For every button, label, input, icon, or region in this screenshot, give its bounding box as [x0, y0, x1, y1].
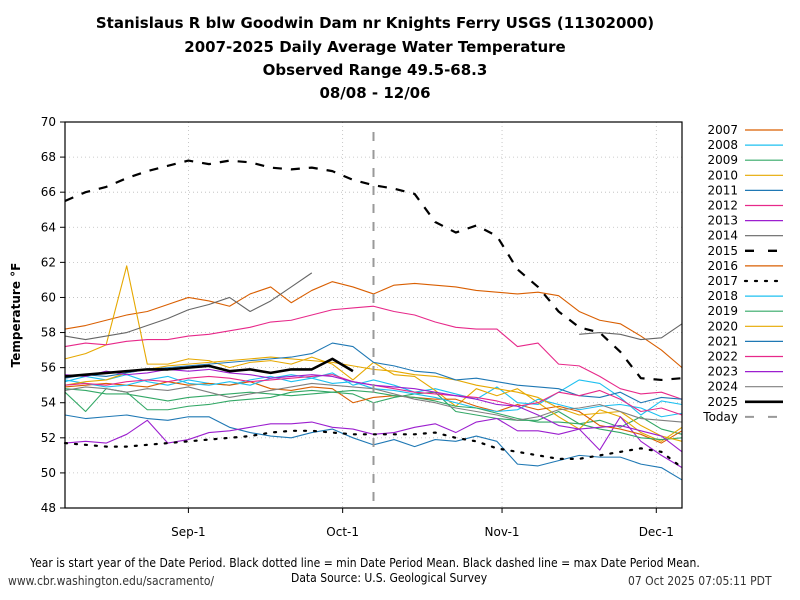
footer-note: Year is start year of the Date Period. B… — [30, 556, 700, 570]
legend-label-2012: 2012 — [707, 199, 738, 213]
legend-label-2019: 2019 — [707, 304, 738, 318]
legend-label-2018: 2018 — [707, 289, 738, 303]
observed-range: Observed Range 49.5-68.3 — [262, 61, 488, 79]
x-tick-label: Sep-1 — [171, 525, 206, 539]
legend-label-2007: 2007 — [707, 123, 738, 137]
chart-title: Stanislaus R blw Goodwin Dam nr Knights … — [95, 14, 655, 32]
legend-label-2011: 2011 — [707, 183, 738, 197]
timestamp: 07 Oct 2025 07:05:11 PDT — [628, 574, 772, 588]
legend-label-2024: 2024 — [707, 380, 738, 394]
date-range: 08/08 - 12/06 — [319, 84, 431, 102]
legend-label-2010: 2010 — [707, 168, 738, 182]
series-2025 — [64, 357, 354, 378]
y-tick-label: 48 — [41, 501, 56, 515]
legend-label-2017: 2017 — [707, 274, 738, 288]
legend-label-2015: 2015 — [707, 244, 738, 258]
y-tick-label: 50 — [41, 466, 56, 480]
chart-subtitle: 2007-2025 Daily Average Water Temperatur… — [184, 38, 566, 56]
x-tick-label: Dec-1 — [639, 525, 674, 539]
series-2012 — [64, 305, 683, 400]
legend-label-Today: Today — [702, 410, 738, 424]
plot-frame — [64, 121, 683, 509]
legend-label-2016: 2016 — [707, 259, 738, 273]
legend-label-2020: 2020 — [707, 319, 738, 333]
y-tick-label: 54 — [41, 396, 56, 410]
x-tick-label: Nov-1 — [485, 525, 520, 539]
series-2014 — [64, 272, 313, 341]
series-2015 — [64, 159, 683, 382]
y-tick-label: 66 — [41, 185, 56, 199]
legend-label-2013: 2013 — [707, 214, 738, 228]
series-2007 — [64, 281, 683, 369]
x-axis: Sep-1 Oct-1 Nov-1 Dec-1 — [171, 508, 674, 539]
legend-label-2014: 2014 — [707, 229, 738, 243]
series-2008 — [64, 372, 683, 416]
y-tick-label: 68 — [41, 150, 56, 164]
y-tick-label: 52 — [41, 431, 56, 445]
legend-label-2023: 2023 — [707, 365, 738, 379]
legend-label-2022: 2022 — [707, 350, 738, 364]
y-axis: 48 50 52 54 56 58 60 62 64 66 68 70 — [41, 115, 65, 515]
legend-label-2008: 2008 — [707, 138, 738, 152]
series-2014 — [579, 323, 683, 341]
x-tick-label: Oct-1 — [326, 525, 359, 539]
y-tick-label: 58 — [41, 326, 56, 340]
legend-label-2021: 2021 — [707, 334, 738, 348]
y-axis-label: Temperature °F — [9, 263, 23, 368]
site-url[interactable]: www.cbr.washington.edu/sacramento/ — [8, 574, 215, 588]
y-tick-label: 60 — [41, 290, 56, 304]
y-tick-label: 56 — [41, 361, 56, 375]
legend-label-2025: 2025 — [707, 395, 738, 409]
series-2017 — [63, 429, 684, 469]
y-tick-label: 62 — [41, 255, 56, 269]
y-tick-label: 70 — [41, 115, 56, 129]
y-tick-label: 64 — [41, 220, 56, 234]
data-source: Data Source: U.S. Geological Survey — [291, 571, 488, 585]
legend-label-2009: 2009 — [707, 153, 738, 167]
